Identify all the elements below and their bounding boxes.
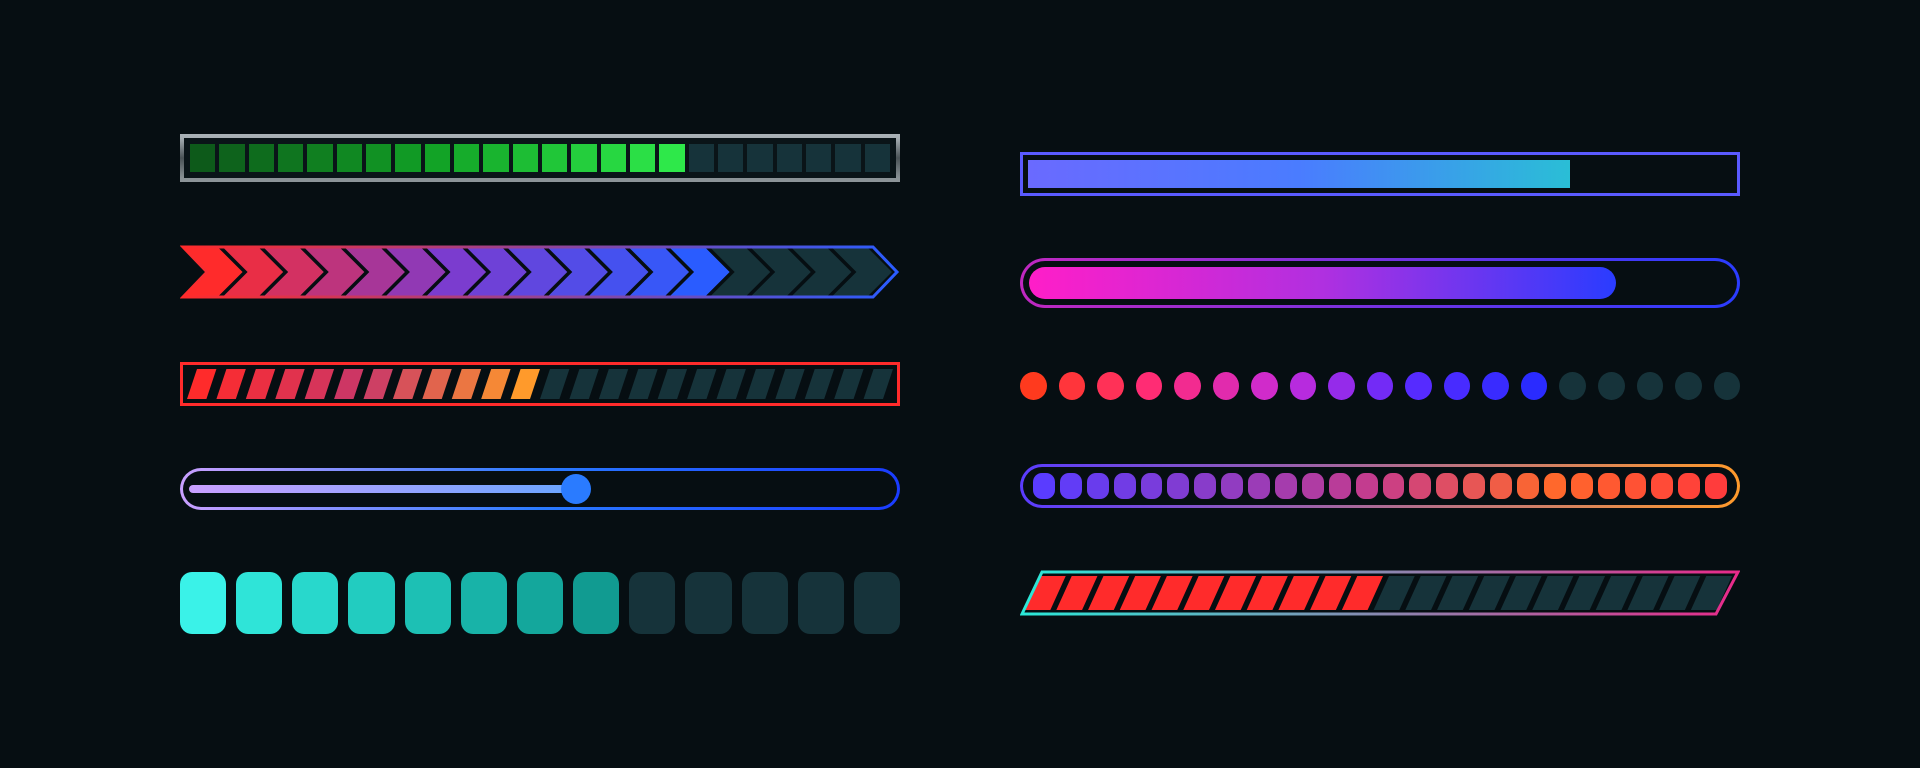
dot-segment: [1251, 372, 1278, 400]
dot-segment: [1290, 372, 1317, 400]
dot-segment: [1444, 372, 1471, 400]
square-segment: [629, 572, 675, 634]
pill-segment: [1571, 473, 1593, 499]
square-segment: [236, 572, 282, 634]
dot-segment: [1675, 372, 1702, 400]
progress-fill: [189, 485, 576, 493]
square-segment: [461, 572, 507, 634]
segment: [307, 144, 332, 172]
pill-segment: [1705, 473, 1727, 499]
dot-segment: [1059, 372, 1086, 400]
pill-segment: [1329, 473, 1351, 499]
segment: [278, 144, 303, 172]
pill-segment: [1033, 473, 1055, 499]
pill-segment: [1517, 473, 1539, 499]
segment: [542, 144, 567, 172]
pill-segment: [1678, 473, 1700, 499]
square-segment: [292, 572, 338, 634]
dot-segment: [1136, 372, 1163, 400]
segment: [865, 144, 890, 172]
square-segment: [573, 572, 619, 634]
segment: [425, 144, 450, 172]
square-segment: [180, 572, 226, 634]
square-segment: [798, 572, 844, 634]
pill-segment: [1651, 473, 1673, 499]
pill-segment: [1625, 473, 1647, 499]
pill-segment: [1194, 473, 1216, 499]
dot-segment: [1328, 372, 1355, 400]
segment: [337, 144, 362, 172]
pill-segment: [1409, 473, 1431, 499]
square-segment: [405, 572, 451, 634]
progress-bar-parallelogram: [1020, 570, 1740, 616]
segment: [835, 144, 860, 172]
progress-bar-pill-gradient: [1020, 258, 1740, 308]
segment: [601, 144, 626, 172]
dot-segment: [1020, 372, 1047, 400]
progress-bars-right-column: [1020, 152, 1740, 616]
pill-segment: [1248, 473, 1270, 499]
segment: [454, 144, 479, 172]
pill-segment: [1087, 473, 1109, 499]
segment: [571, 144, 596, 172]
square-segment: [348, 572, 394, 634]
progress-bar-pill-handle: [180, 468, 900, 510]
dot-segment: [1097, 372, 1124, 400]
pill-segment: [1463, 473, 1485, 499]
segment: [777, 144, 802, 172]
progress-bar-diagonal-red: [180, 362, 900, 406]
pill-segment: [1302, 473, 1324, 499]
dot-segment: [1598, 372, 1625, 400]
segment: [395, 144, 420, 172]
square-segment: [742, 572, 788, 634]
square-segment: [685, 572, 731, 634]
pill-segment: [1167, 473, 1189, 499]
segment: [513, 144, 538, 172]
pill-segment: [1356, 473, 1378, 499]
progress-bar-segmented-pill: [1020, 464, 1740, 508]
segment: [747, 144, 772, 172]
progress-bar-rounded-squares: [180, 572, 900, 634]
pill-segment: [1060, 473, 1082, 499]
progress-fill: [1029, 267, 1616, 299]
segment: [718, 144, 743, 172]
progress-bar-dots: [1020, 370, 1740, 402]
dot-segment: [1521, 372, 1548, 400]
segment: [630, 144, 655, 172]
segment: [219, 144, 244, 172]
square-segment: [517, 572, 563, 634]
pill-segment: [1275, 473, 1297, 499]
dot-segment: [1637, 372, 1664, 400]
pill-segment: [1221, 473, 1243, 499]
pill-segment: [1598, 473, 1620, 499]
pill-segment: [1544, 473, 1566, 499]
dot-segment: [1367, 372, 1394, 400]
progress-bar-chevron: [180, 244, 900, 300]
dot-segment: [1213, 372, 1240, 400]
segment: [659, 144, 684, 172]
dot-segment: [1714, 372, 1741, 400]
pill-segment: [1490, 473, 1512, 499]
dot-segment: [1559, 372, 1586, 400]
dot-segment: [1405, 372, 1432, 400]
pill-segment: [1141, 473, 1163, 499]
square-segment: [854, 572, 900, 634]
pill-segment: [1383, 473, 1405, 499]
segment: [806, 144, 831, 172]
dot-segment: [1174, 372, 1201, 400]
pill-segment: [1436, 473, 1458, 499]
progress-bar-segmented-green: [180, 134, 900, 182]
progress-handle: [561, 474, 591, 504]
progress-fill: [1028, 160, 1570, 188]
pill-segment: [1114, 473, 1136, 499]
progress-bars-left-column: [180, 134, 900, 634]
segment: [483, 144, 508, 172]
dot-segment: [1482, 372, 1509, 400]
segment: [190, 144, 215, 172]
segment: [689, 144, 714, 172]
segment: [249, 144, 274, 172]
segment: [366, 144, 391, 172]
progress-bar-rect-fill: [1020, 152, 1740, 196]
